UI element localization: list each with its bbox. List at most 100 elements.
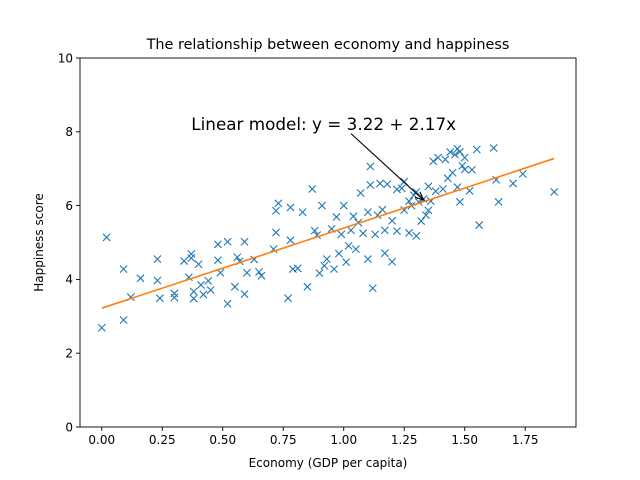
data-point [257,271,266,280]
data-point [458,161,467,170]
data-point [397,184,406,193]
data-point [489,144,498,153]
x-tick-label: 0.00 [88,433,115,447]
data-point [412,231,421,240]
data-point [424,206,433,215]
data-point [240,237,249,246]
data-point [180,256,189,265]
annotation: Linear model: y = 3.22 + 2.17x [191,114,456,201]
y-tick-label: 10 [58,51,73,65]
data-point [204,276,213,285]
data-point [213,256,222,265]
data-point [213,240,222,249]
data-point [438,185,447,193]
annotation-arrow [350,133,424,201]
data-point [356,189,365,198]
data-point [380,226,389,235]
x-tick-label: 1.25 [391,433,418,447]
data-point [424,182,433,191]
x-tick-label: 0.25 [149,433,176,447]
y-axis-label: Happiness score [32,193,46,292]
data-point [494,197,503,206]
data-point [472,145,481,154]
data-point [346,226,355,235]
data-point [422,211,430,220]
data-point [320,261,329,270]
data-point [366,180,375,189]
y-axis-ticks: 0 2 4 6 8 10 [58,51,80,434]
data-point [303,282,312,291]
data-point [271,206,280,215]
data-point [240,290,249,299]
data-point [155,294,164,303]
data-point [363,208,372,217]
y-tick-label: 6 [65,199,73,213]
data-point [196,280,205,289]
data-point [242,268,251,277]
data-point [255,268,264,277]
data-point [368,284,377,293]
data-point [518,169,527,178]
annotation-text: Linear model: y = 3.22 + 2.17x [191,114,456,134]
x-tick-label: 0.50 [209,433,236,447]
data-point [388,216,397,225]
data-point [317,201,326,210]
data-point [199,290,208,299]
data-point [102,233,111,242]
y-tick-label: 2 [65,347,73,361]
data-point [363,255,372,264]
data-point [550,187,559,196]
data-point [351,245,360,254]
data-point [298,208,307,217]
data-point [170,293,179,302]
data-point [405,228,414,237]
data-point [286,203,295,212]
data-point [330,265,339,274]
data-point [405,197,414,206]
data-point [337,230,346,239]
data-point [187,254,196,262]
data-point [465,186,474,195]
data-point [153,255,162,264]
data-point [366,162,375,171]
data-point [383,180,392,189]
data-point [441,155,450,164]
annotation-arrowhead [414,191,425,201]
data-point [467,165,476,174]
data-point [434,153,443,162]
x-tick-label: 1.00 [330,433,357,447]
data-point [392,227,401,236]
data-point [509,179,518,188]
x-axis-ticks: 0.00 0.25 0.50 0.75 1.00 1.25 1.50 1.75 [88,427,539,447]
data-point [308,185,317,193]
data-point [274,199,283,208]
data-point [475,221,484,230]
y-tick-label: 0 [65,420,73,434]
y-tick-label: 4 [65,273,73,287]
data-point [349,212,358,221]
data-point [233,253,242,262]
data-point [388,257,397,266]
data-points [97,144,559,332]
data-point [412,187,421,196]
data-point [223,237,232,246]
data-point [429,157,438,166]
data-point [223,299,232,308]
data-point [284,294,293,303]
data-point [455,147,464,156]
data-point [376,179,385,188]
x-tick-label: 1.50 [451,433,478,447]
data-point [153,276,162,285]
data-point [119,316,128,324]
data-point [359,229,368,238]
data-point [455,197,464,206]
x-tick-label: 1.75 [512,433,539,447]
data-point [286,236,295,245]
data-point [189,294,198,303]
data-point [380,249,389,258]
data-point [460,153,469,162]
data-point [392,185,401,194]
data-point [97,323,106,332]
